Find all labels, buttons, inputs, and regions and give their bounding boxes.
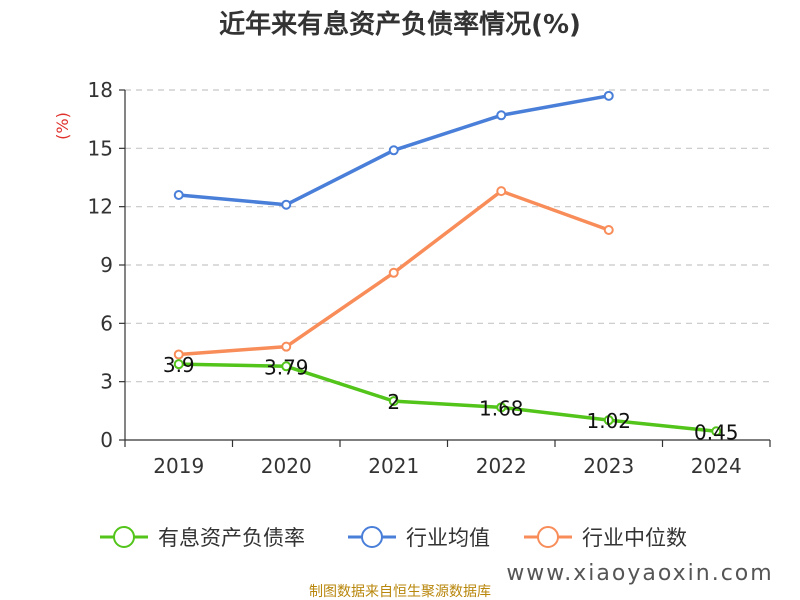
data-point[interactable] xyxy=(496,402,507,413)
legend-label: 行业均值 xyxy=(406,526,490,550)
data-point[interactable] xyxy=(281,199,292,210)
legend-item-1[interactable]: 行业均值 xyxy=(348,526,490,550)
y-tick-label: 18 xyxy=(88,78,113,102)
y-tick-label: 6 xyxy=(100,311,113,335)
y-tick-label: 9 xyxy=(100,253,113,277)
x-tick-label: 2020 xyxy=(261,454,312,478)
chart-title: 近年来有息资产负债率情况(%) xyxy=(219,9,581,40)
data-point[interactable] xyxy=(173,359,184,370)
x-tick-label: 2024 xyxy=(691,454,742,478)
series-2 xyxy=(173,186,614,360)
data-point[interactable] xyxy=(603,90,614,101)
data-label: 1.68 xyxy=(479,396,524,420)
y-axis-label: (%) xyxy=(53,112,72,140)
axes: 0 3 6 9 12 15 18 2019 2020 2021 2022 2023 2024 xyxy=(88,78,771,478)
data-point[interactable] xyxy=(603,225,614,235)
y-tick-label: 3 xyxy=(100,370,113,394)
data-label: 3.79 xyxy=(264,355,309,379)
x-tick-label: 2022 xyxy=(476,454,527,478)
data-labels: 3.9 3.79 2 1.68 1.02 0.45 xyxy=(163,353,739,444)
series-line xyxy=(177,362,718,433)
x-tick-label: 2021 xyxy=(368,454,419,478)
y-tick-label: 12 xyxy=(88,195,113,219)
y-tick-label: 15 xyxy=(88,136,113,160)
series-0 xyxy=(173,359,722,437)
y-tick-label: 0 xyxy=(100,428,113,452)
legend-item-0[interactable]: 有息资产负债率 xyxy=(100,526,305,550)
data-label: 0.45 xyxy=(694,420,739,444)
data-point[interactable] xyxy=(496,186,507,197)
x-tick-label: 2019 xyxy=(153,454,204,478)
series-1 xyxy=(173,90,614,210)
data-point[interactable] xyxy=(496,110,507,121)
data-point[interactable] xyxy=(173,349,184,360)
legend-label: 有息资产负债率 xyxy=(158,526,305,550)
data-point[interactable] xyxy=(388,145,399,156)
legend[interactable]: 有息资产负债率 行业均值 行业中位数 xyxy=(100,526,687,550)
data-point[interactable] xyxy=(281,341,292,352)
data-label: 1.02 xyxy=(586,409,631,433)
data-point[interactable] xyxy=(388,396,399,407)
grid xyxy=(125,89,770,383)
legend-swatch-marker xyxy=(113,526,135,548)
legend-swatch-marker xyxy=(537,526,559,548)
data-point[interactable] xyxy=(173,190,184,200)
data-point[interactable] xyxy=(388,267,399,278)
legend-label: 行业中位数 xyxy=(582,526,687,550)
data-label: 3.9 xyxy=(163,353,195,377)
legend-swatch-marker xyxy=(361,526,383,548)
data-point[interactable] xyxy=(603,415,614,426)
data-point[interactable] xyxy=(281,361,292,372)
data-label: 2 xyxy=(387,390,400,414)
x-tick-label: 2023 xyxy=(583,454,634,478)
source-note: 制图数据来自恒生聚源数据库 xyxy=(309,584,491,600)
watermark: www.xiaoyaoxin.com xyxy=(506,561,773,586)
data-point[interactable] xyxy=(711,426,722,437)
legend-item-2[interactable]: 行业中位数 xyxy=(524,526,687,550)
series xyxy=(173,90,722,437)
